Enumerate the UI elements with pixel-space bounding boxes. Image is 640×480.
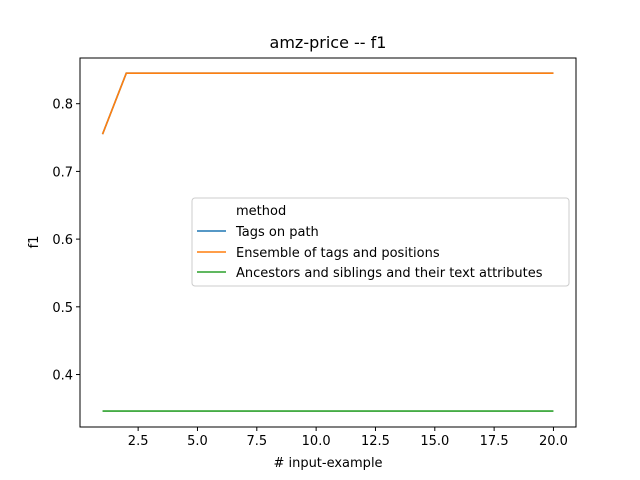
x-tick-label: 10.0	[302, 434, 331, 449]
y-tick-label: 0.5	[52, 301, 73, 316]
y-tick-label: 0.8	[52, 98, 73, 113]
legend-entry-ensemble: Ensemble of tags and positions	[236, 246, 440, 261]
x-tick-label: 15.0	[420, 434, 449, 449]
chart-title: amz-price -- f1	[270, 33, 387, 52]
plot-frame	[79, 57, 577, 428]
series-line-tags-on-path	[101, 72, 554, 135]
x-tick-label: 17.5	[480, 434, 509, 449]
y-tick-label: 0.6	[52, 233, 73, 248]
y-tick-label: 0.4	[52, 369, 73, 384]
legend-entry-ancestors: Ancestors and siblings and their text at…	[236, 266, 543, 281]
x-axis-label: # input-example	[273, 456, 382, 471]
plot-lines	[101, 72, 554, 412]
y-axis: 0.4 0.5 0.6 0.7 0.8	[52, 98, 80, 384]
x-tick-label: 5.0	[187, 434, 208, 449]
x-tick-label: 12.5	[361, 434, 390, 449]
x-tick-label: 20.0	[539, 434, 568, 449]
x-axis: 2.5 5.0 7.5 10.0 12.5 15.0 17.5 20.0	[128, 427, 568, 449]
y-axis-label: f1	[27, 236, 42, 249]
series-line-ensemble-of-tags-and-positions	[101, 72, 554, 135]
y-tick-label: 0.7	[52, 165, 73, 180]
legend-box	[191, 197, 570, 287]
x-tick-label: 7.5	[246, 434, 267, 449]
legend-entry-tags-on-path: Tags on path	[235, 225, 319, 240]
legend: method Tags on path Ensemble of tags and…	[191, 197, 570, 287]
x-tick-label: 2.5	[128, 434, 149, 449]
legend-title: method	[236, 204, 286, 219]
